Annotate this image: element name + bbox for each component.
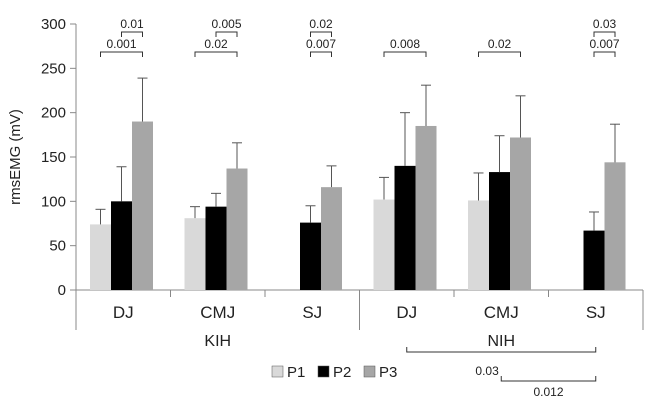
category-label: SJ: [586, 303, 606, 322]
bar-p1: [90, 224, 111, 290]
legend-label-p1: P1: [287, 364, 305, 381]
significance-bracket: [215, 31, 238, 37]
group-p-value-label: 0.03: [475, 364, 499, 378]
group-label: NIH: [487, 333, 515, 350]
group-p-value-label: 0.012: [533, 385, 563, 399]
bar-p3: [132, 121, 153, 291]
bar-p3: [321, 187, 342, 290]
y-tick-label: 300: [41, 16, 66, 33]
category-label: CMJ: [200, 303, 235, 322]
p-value-label: 0.008: [390, 37, 420, 51]
y-tick-label: 0: [58, 282, 66, 299]
bar-p1: [184, 218, 206, 290]
significance-bracket: [194, 51, 238, 57]
y-tick-label: 250: [41, 60, 66, 77]
bar-p3: [604, 162, 626, 290]
bar-p2: [205, 206, 227, 290]
group-significance-bracket: [500, 376, 597, 382]
p-value-label: 0.01: [120, 17, 144, 31]
significance-bracket: [593, 51, 616, 57]
bar-p3: [415, 125, 437, 290]
significance-bracket: [593, 31, 616, 37]
category-label: DJ: [396, 303, 417, 322]
p-value-label: 0.02: [204, 37, 228, 51]
y-tick-label: 100: [41, 193, 66, 210]
category-label: DJ: [113, 303, 134, 322]
legend-swatch-p3: [363, 365, 376, 378]
bar-p2: [300, 222, 321, 290]
significance-bracket: [310, 51, 332, 57]
p-value-label: 0.007: [306, 37, 336, 51]
p-value-label: 0.007: [589, 37, 619, 51]
bar-p2: [394, 165, 416, 290]
group-significance-bracket: [406, 347, 597, 353]
category-label: SJ: [302, 303, 322, 322]
legend-label-p2: P2: [333, 364, 351, 381]
legend-label-p3: P3: [379, 364, 397, 381]
bar-p3: [510, 137, 531, 290]
significance-bracket: [478, 51, 521, 57]
significance-bracket: [100, 51, 143, 57]
y-tick-label: 200: [41, 105, 66, 122]
category-label: CMJ: [484, 303, 519, 322]
bar-p1: [373, 199, 395, 290]
p-value-label: 0.001: [106, 37, 136, 51]
significance-bracket: [383, 51, 427, 57]
p-value-label: 0.005: [211, 17, 241, 31]
group-label: KIH: [204, 333, 231, 350]
legend-swatch-p1: [271, 365, 284, 378]
significance-bracket: [310, 31, 332, 37]
y-tick-label: 50: [49, 238, 66, 255]
legend-swatch-p2: [317, 365, 330, 378]
bar-p2: [111, 201, 132, 290]
p-value-label: 0.02: [309, 17, 333, 31]
bar-p2: [583, 230, 605, 290]
p-value-label: 0.03: [593, 17, 617, 31]
significance-bracket: [121, 31, 143, 37]
y-axis-title: rmsEMG (mV): [7, 109, 24, 205]
y-tick-label: 150: [41, 149, 66, 166]
p-value-label: 0.02: [488, 37, 512, 51]
bar-p3: [226, 168, 248, 290]
bar-p2: [489, 172, 510, 290]
bar-p1: [468, 200, 489, 290]
